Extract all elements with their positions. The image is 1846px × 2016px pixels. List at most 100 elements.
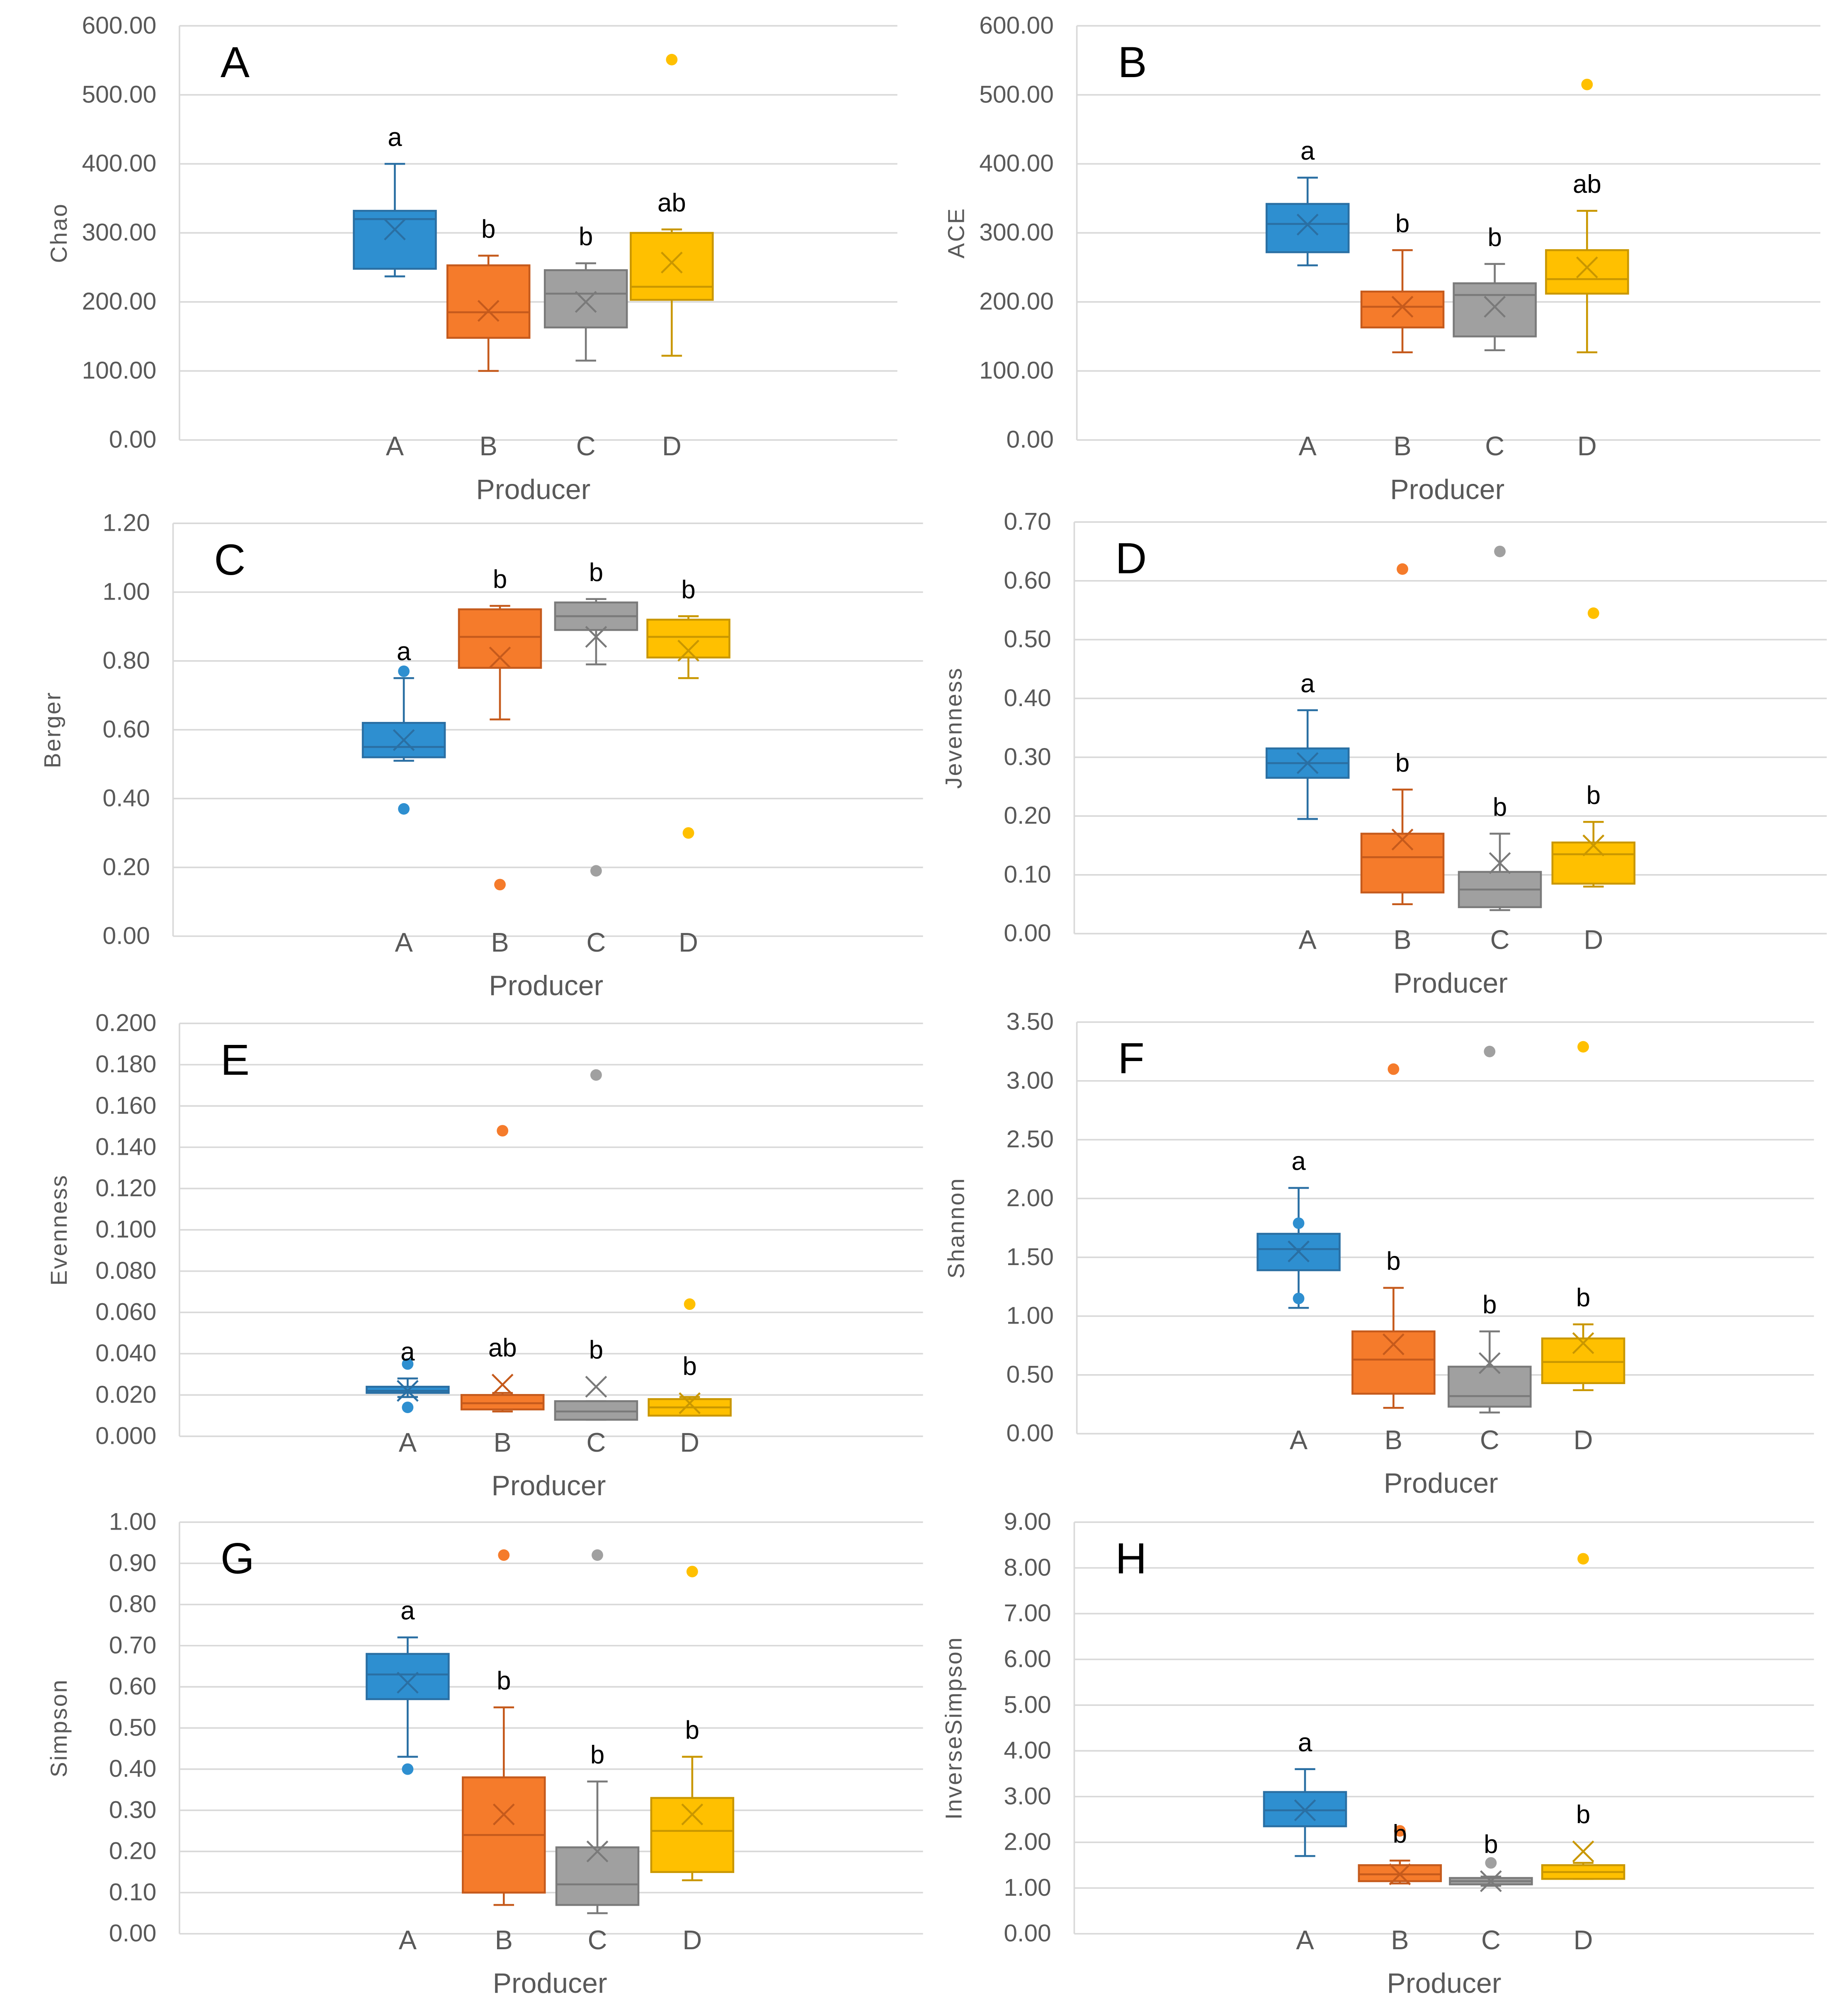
- outlier-point: [498, 1549, 510, 1561]
- significance-letter: b: [1487, 223, 1502, 252]
- y-tick-label: 0.60: [102, 716, 150, 743]
- significance-letter: b: [481, 215, 495, 243]
- y-tick-label: 5.00: [1004, 1691, 1051, 1718]
- y-tick-label: 300.00: [82, 219, 157, 246]
- mean-marker: [396, 1380, 419, 1402]
- y-tick-label: 3.00: [1007, 1067, 1054, 1094]
- mean-marker: [1572, 1840, 1594, 1863]
- panel-b: 0.00 100.00 200.00 300.00 400.00 500.00 600.00…: [943, 12, 1821, 505]
- box-c: b: [1448, 1046, 1532, 1414]
- mean-marker: [489, 646, 511, 669]
- panel-f: 0.00 0.50 1.00 1.50 2.00 2.50 3.00 3.50 F Shannon…: [943, 1008, 1814, 1499]
- outlier-point: [1394, 1825, 1406, 1837]
- outlier-point: [497, 1125, 509, 1137]
- x-tick-label: C: [588, 1925, 607, 1955]
- significance-letter: b: [497, 1666, 511, 1695]
- box-a: a: [1265, 669, 1350, 820]
- mean-marker: [1489, 852, 1511, 874]
- y-tick-label: 0.180: [95, 1051, 156, 1078]
- significance-letter: b: [589, 1336, 603, 1364]
- mean-marker: [1391, 296, 1414, 318]
- mean-marker: [1296, 752, 1319, 774]
- iqr-box: [630, 232, 714, 301]
- significance-letter: b: [1484, 1830, 1498, 1859]
- mean-marker: [1582, 834, 1605, 857]
- significance-letter: a: [1298, 1728, 1312, 1757]
- x-tick-label: B: [480, 431, 497, 461]
- panel-a: 0.00 100.00 200.00 300.00 400.00 500.00 600.00…: [46, 12, 898, 505]
- y-tick-label: 0.000: [95, 1422, 156, 1449]
- box-c: b: [1449, 1830, 1533, 1892]
- y-tick-label: 0.80: [109, 1591, 156, 1618]
- x-tick-label: D: [1584, 925, 1603, 955]
- y-tick-label: 0.20: [1004, 802, 1051, 829]
- y-axis-label: Chao: [46, 203, 72, 263]
- x-axis-label: Producer: [476, 474, 590, 505]
- y-tick-label: 3.50: [1007, 1008, 1054, 1035]
- outlier-point: [590, 1069, 602, 1081]
- y-tick-label: 500.00: [979, 81, 1054, 108]
- panel-h: 0.00 1.00 2.00 3.00 4.00 5.00 6.00 7.00 8.00 9.00…: [941, 1508, 1814, 1999]
- significance-letter: a: [400, 1338, 415, 1366]
- box-d: b: [648, 1298, 732, 1417]
- outlier-point: [590, 865, 602, 877]
- iqr-box: [1541, 1337, 1625, 1384]
- box-d: b: [1541, 1041, 1625, 1392]
- iqr-box: [1448, 1365, 1532, 1408]
- outlier-point: [1494, 545, 1506, 557]
- y-axis-label: Berger: [39, 691, 65, 768]
- box-b: ab: [460, 1125, 545, 1413]
- x-axis-label: Producer: [1393, 967, 1508, 999]
- y-tick-label: 400.00: [979, 150, 1054, 177]
- y-tick-label: 0.00: [102, 922, 150, 949]
- y-tick-label: 0.00: [109, 1920, 156, 1947]
- x-tick-label: C: [1480, 1425, 1499, 1455]
- significance-letter: ab: [488, 1333, 517, 1362]
- box-a: a: [1257, 1147, 1341, 1309]
- iqr-box: [1360, 833, 1445, 894]
- iqr-box: [366, 1653, 450, 1700]
- mean-marker: [491, 1374, 514, 1396]
- mean-marker: [585, 1375, 607, 1398]
- mean-marker: [575, 291, 597, 313]
- mean-marker: [1478, 1352, 1501, 1374]
- box-c: b: [554, 1069, 638, 1421]
- outlier-point: [1581, 78, 1593, 90]
- y-tick-label: 200.00: [82, 288, 157, 315]
- x-tick-label: C: [576, 431, 596, 461]
- iqr-box: [554, 1400, 638, 1421]
- x-tick-label: D: [679, 927, 698, 957]
- y-tick-label: 500.00: [82, 81, 157, 108]
- panel-d: 0.00 0.10 0.20 0.30 0.40 0.50 0.60 0.70 D Jevenne…: [941, 508, 1827, 999]
- outlier-point: [1485, 1857, 1497, 1869]
- y-axis-label: Shannon: [943, 1177, 969, 1279]
- y-tick-label: 0.080: [95, 1257, 156, 1284]
- y-tick-label: 1.00: [102, 578, 150, 605]
- iqr-box: [1360, 290, 1445, 329]
- y-tick-label: 0.040: [95, 1340, 156, 1367]
- mean-marker: [393, 729, 415, 751]
- mean-marker: [1572, 1332, 1594, 1354]
- y-tick-label: 2.00: [1004, 1829, 1051, 1856]
- significance-letter: b: [681, 576, 695, 604]
- iqr-box: [446, 264, 531, 339]
- outlier-point: [398, 665, 410, 677]
- significance-letter: b: [1386, 1247, 1400, 1276]
- y-tick-label: 0.20: [109, 1838, 156, 1865]
- y-tick-label: 600.00: [979, 12, 1054, 39]
- x-tick-label: D: [662, 431, 682, 461]
- significance-letter: b: [1576, 1284, 1590, 1312]
- box-a: a: [366, 1597, 450, 1775]
- panel-c: 0.00 0.20 0.40 0.60 0.80 1.00 1.20 C Berger Produ…: [39, 510, 923, 1001]
- significance-letter: ab: [1573, 170, 1601, 199]
- outlier-point: [1577, 1553, 1589, 1565]
- y-axis-label: Jevenness: [941, 667, 966, 789]
- x-tick-label: D: [680, 1427, 699, 1457]
- significance-letter: ab: [657, 189, 686, 217]
- mean-marker: [1296, 214, 1319, 236]
- y-tick-label: 0.40: [1004, 685, 1051, 712]
- x-axis-label: Producer: [492, 1470, 606, 1501]
- x-tick-label: A: [399, 1427, 417, 1457]
- y-tick-label: 0.40: [109, 1755, 156, 1782]
